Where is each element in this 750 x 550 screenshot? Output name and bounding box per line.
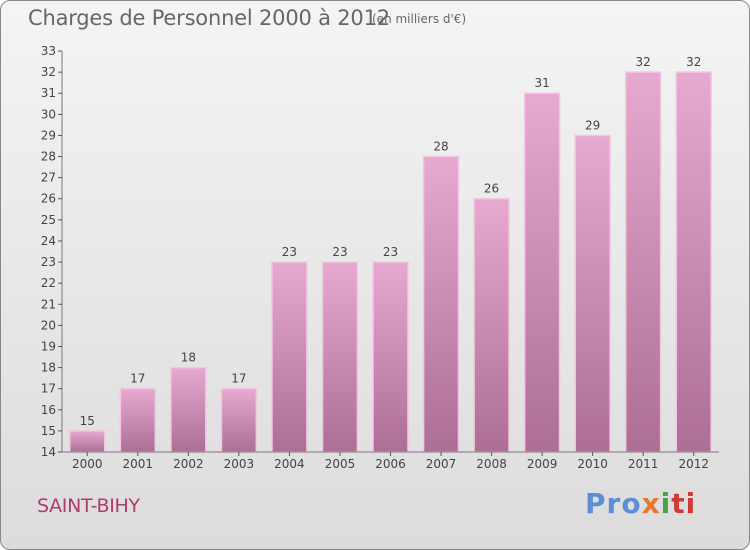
y-tick-label: 24 (41, 234, 56, 248)
y-tick-label: 23 (41, 255, 56, 269)
y-tick-label: 18 (41, 361, 56, 375)
bar-2009 (523, 92, 561, 453)
bar-value-label: 29 (585, 118, 600, 132)
x-tick-label: 2003 (224, 457, 255, 471)
bar-value-label: 17 (231, 372, 246, 386)
x-tick-label: 2002 (173, 457, 204, 471)
y-tick-label: 21 (41, 297, 56, 311)
chart-title: Charges de Personnel 2000 à 2012 (28, 6, 390, 30)
bar-value-label: 23 (383, 245, 398, 259)
bar-value-label: 32 (636, 55, 651, 69)
x-tick-label: 2005 (325, 457, 356, 471)
bar-value-label: 28 (433, 140, 448, 154)
logo-part-1: Pro (585, 487, 642, 520)
bar-value-label: 18 (181, 351, 196, 365)
bar-2003 (220, 387, 258, 453)
y-tick-label: 33 (41, 44, 56, 58)
y-tick-label: 30 (41, 107, 56, 121)
y-axis: 14 15 16 17 18 19 20 21 22 23 24 25 26 27 28 29 30 31 32 33 (41, 44, 63, 459)
proxiti-logo: Proxiti (585, 487, 696, 520)
bar-2006 (372, 261, 409, 453)
bar-2001 (119, 387, 156, 453)
y-tick-label: 17 (41, 382, 56, 396)
x-tick-label: 2007 (426, 457, 457, 471)
y-tick-label: 27 (41, 171, 56, 185)
y-tick-label: 15 (41, 424, 56, 438)
logo-part-2: x (641, 487, 661, 520)
bar-value-label: 31 (534, 76, 549, 90)
y-tick-label: 16 (41, 403, 56, 417)
x-tick-label: 2009 (527, 457, 558, 471)
bar-value-label: 23 (332, 245, 347, 259)
commune-name: SAINT-BIHY (37, 495, 140, 517)
bars: 15 17 18 17 23 23 23 28 26 31 29 32 32 (69, 55, 712, 453)
bar-2010 (574, 134, 611, 453)
y-tick-label: 31 (41, 86, 56, 100)
y-tick-label: 28 (41, 150, 56, 164)
y-tick-label: 19 (41, 339, 56, 353)
x-axis: 2000 2001 2002 2003 2004 2005 2006 2007 2008 2009… (62, 451, 719, 471)
bar-2000 (69, 430, 106, 453)
bar-value-label: 32 (686, 55, 701, 69)
x-tick-label: 2000 (72, 457, 103, 471)
bar-2012 (675, 71, 712, 453)
x-tick-label: 2004 (274, 457, 305, 471)
x-tick-label: 2012 (678, 457, 709, 471)
y-tick-label: 26 (41, 192, 56, 206)
bar-value-label: 17 (130, 372, 145, 386)
y-tick-label: 20 (41, 318, 56, 332)
y-tick-label: 14 (41, 445, 56, 459)
x-tick-label: 2001 (123, 457, 154, 471)
unit-label: (en milliers d'€) (372, 12, 467, 26)
bar-2005 (321, 261, 359, 453)
logo-part-3: i (660, 487, 672, 520)
y-tick-label: 25 (41, 213, 56, 227)
y-tick-label: 32 (41, 65, 56, 79)
bar-2002 (170, 366, 207, 453)
bar-2011 (625, 71, 662, 453)
bar-2004 (271, 261, 308, 453)
bar-value-label: 15 (80, 414, 95, 428)
y-tick-label: 29 (41, 128, 56, 142)
bar-2007 (422, 155, 460, 453)
x-tick-label: 2010 (577, 457, 608, 471)
bar-2008 (473, 197, 510, 453)
bar-value-label: 23 (282, 245, 297, 259)
x-tick-label: 2008 (476, 457, 507, 471)
x-tick-label: 2006 (375, 457, 406, 471)
logo-part-4: ti (671, 487, 697, 520)
x-tick-label: 2011 (628, 457, 659, 471)
y-tick-label: 22 (41, 276, 56, 290)
bar-value-label: 26 (484, 182, 499, 196)
